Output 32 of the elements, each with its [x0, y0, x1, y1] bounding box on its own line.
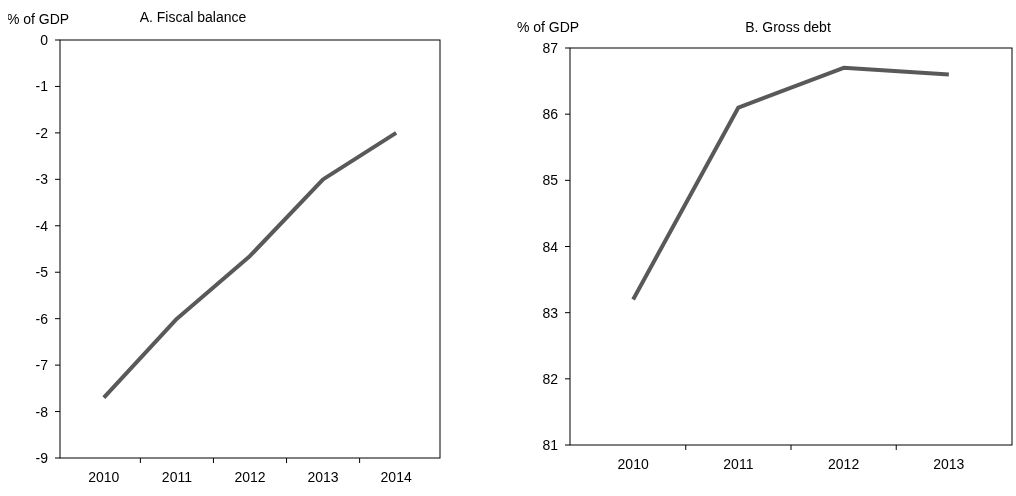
y-tick-label: -4: [35, 217, 49, 234]
x-tick-label: 2012: [234, 469, 266, 485]
x-tick-label: 2011: [723, 456, 754, 472]
y-tick-label: 87: [542, 40, 559, 56]
line-series: [101, 130, 399, 400]
x-tick-label: 2010: [88, 469, 120, 485]
x-tick-label: 2012: [828, 456, 860, 472]
y-tick-label: -1: [35, 78, 49, 95]
x-tick-label: 2013: [307, 469, 339, 485]
y-tick-label: 0: [40, 32, 49, 48]
y-tick-label: 86: [542, 106, 559, 123]
chart-title: A. Fiscal balance: [139, 9, 247, 25]
x-tick-label: 2013: [933, 456, 965, 472]
x-tick-label: 2014: [380, 469, 412, 485]
y-tick-label: 84: [542, 238, 559, 255]
y-tick-label: -6: [35, 310, 49, 327]
y-tick-label: 82: [542, 370, 559, 387]
y-tick-label: -5: [35, 264, 49, 281]
line-series: [631, 65, 951, 302]
y-tick-label: -9: [35, 450, 49, 466]
chart-title: B. Gross debt: [745, 19, 831, 35]
y-tick-label: -3: [35, 171, 49, 188]
y-tick-label: 85: [542, 172, 559, 189]
y-axis-title: % of GDP: [516, 19, 580, 35]
y-tick-label: -7: [35, 357, 49, 374]
x-tick-label: 2011: [161, 469, 193, 485]
y-tick-label: -2: [35, 124, 49, 141]
y-tick-label: 83: [542, 304, 559, 321]
y-tick-label: 81: [542, 437, 559, 453]
y-tick-label: -8: [35, 403, 49, 420]
y-axis-title: % of GDP: [6, 11, 70, 27]
x-tick-label: 2010: [617, 456, 649, 472]
